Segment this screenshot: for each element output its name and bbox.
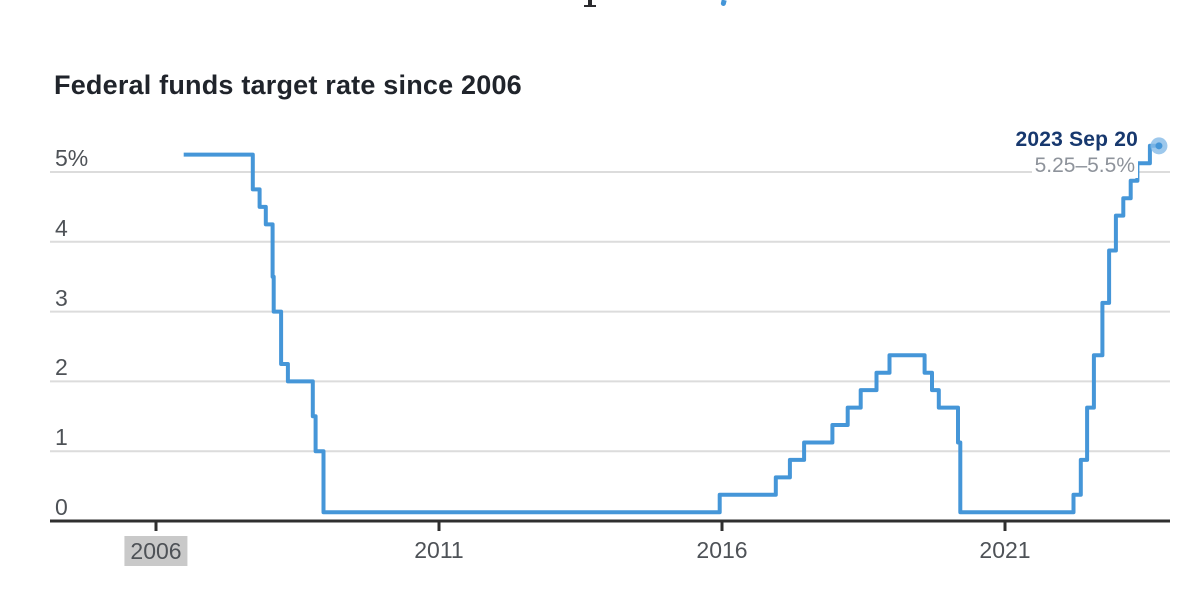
cropped-text-fragment-dark [584,0,596,7]
end-point-annotation: 2023 Sep 20 5.25–5.5% [1016,127,1138,178]
y-axis-label-5: 5% [55,145,89,171]
y-axis-label-3: 3 [55,284,68,311]
end-point-marker [1155,142,1163,150]
x-axis-label-2016: 2016 [696,537,748,563]
y-axis-label-2: 2 [55,354,68,381]
x-axis-label-2006: 2006 [124,536,188,566]
fragment-base [584,5,596,7]
x-axis-label-2011: 2011 [414,537,464,563]
y-axis-label-0: 0 [55,494,68,520]
annotation-date: 2023 Sep 20 [1015,128,1138,151]
annotation-rate: 5.25–5.5% [1031,154,1138,178]
rate-step-line [183,143,1159,515]
y-axis-label-1: 1 [55,424,68,451]
fragment-stem [588,0,592,5]
chart-title: Federal funds target rate since 2006 [54,70,522,100]
y-axis-label-4: 4 [55,214,68,241]
x-axis-label-2021: 2021 [979,537,1031,563]
